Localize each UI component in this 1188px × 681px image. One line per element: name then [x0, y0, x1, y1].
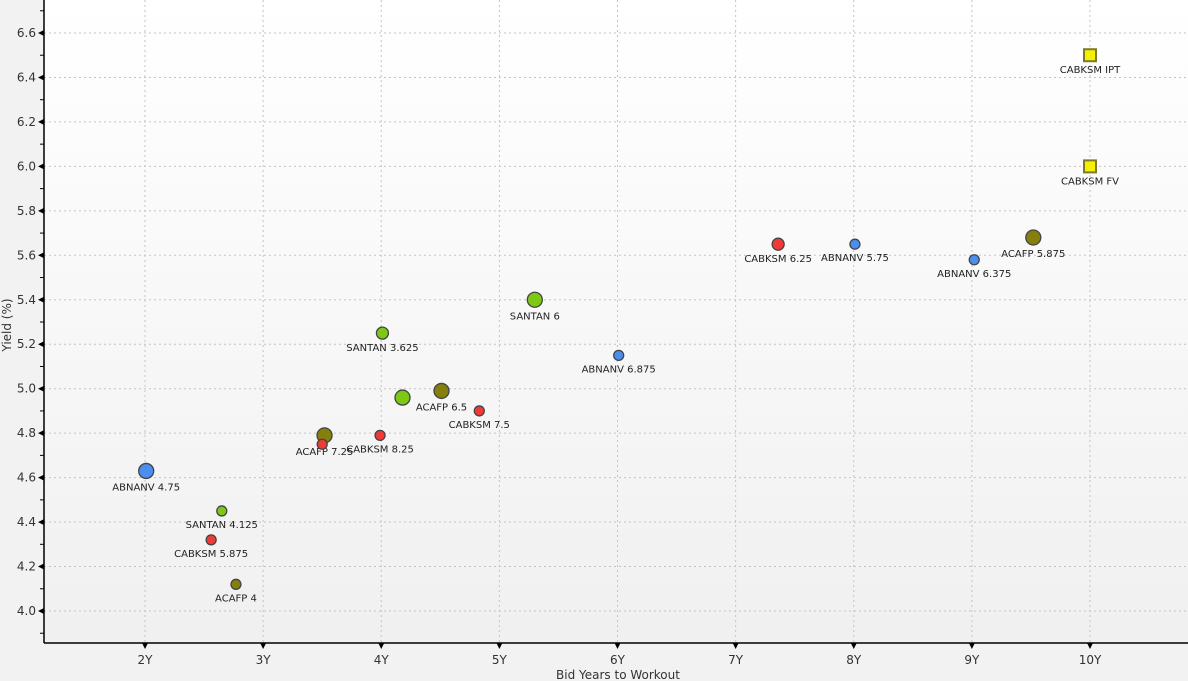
data-points: ABNANV 4.75 SANTAN 4.125 CABKSM 5.875 ACAFP…	[112, 48, 1121, 604]
x-tick-label: 10Y	[1079, 653, 1102, 667]
y-tick-marker	[38, 563, 44, 570]
y-tick-label: 5.2	[17, 337, 36, 351]
y-tick-marker	[38, 608, 44, 614]
data-point-label: CABKSM IPT	[1060, 65, 1121, 76]
x-tick-label: 4Y	[374, 653, 390, 667]
x-tick-marker	[614, 643, 621, 649]
x-tick-marker	[260, 643, 267, 649]
data-point-label: CABKSM FV	[1061, 176, 1119, 187]
data-point-label: CABKSM 6.25	[744, 254, 812, 265]
data-point	[613, 349, 625, 361]
x-tick-label: 6Y	[610, 653, 626, 667]
grid-lines	[44, 0, 1188, 643]
data-point	[316, 438, 328, 450]
y-tick-marker	[38, 118, 44, 125]
x-tick-marker	[850, 643, 857, 649]
data-point	[375, 326, 390, 340]
y-tick-label: 4.0	[17, 604, 36, 618]
data-point	[968, 254, 980, 266]
data-point-label: CABKSM 8.25	[346, 444, 414, 455]
data-point-square	[1083, 159, 1097, 174]
data-point	[771, 237, 785, 251]
data-point	[1025, 229, 1042, 246]
y-tick-label: 5.8	[17, 204, 36, 218]
data-point-label: ABNANV 4.75	[112, 482, 180, 493]
y-tick-marker	[38, 30, 44, 36]
data-point-label: ABNANV 6.875	[582, 364, 656, 375]
data-point	[374, 429, 386, 442]
data-point-label: SANTAN 6	[510, 311, 560, 322]
x-tick-marker	[968, 643, 975, 649]
data-point-label: ACAFP 6.5	[416, 402, 467, 413]
x-tick-label: 8Y	[846, 653, 862, 667]
data-point	[216, 505, 228, 517]
y-tick-label: 4.8	[17, 426, 36, 440]
y-tick-label: 6.6	[17, 26, 36, 40]
y-tick-marker	[38, 74, 44, 81]
x-axis-title: Bid Years to Workout	[556, 668, 680, 681]
y-tick-label: 6.2	[17, 115, 36, 129]
x-tick-marker	[1087, 643, 1093, 649]
y-tick-marker	[38, 430, 44, 437]
y-tick-label: 6.0	[17, 159, 36, 173]
y-tick-label: 5.6	[17, 248, 36, 262]
data-point-label: CABKSM 7.5	[449, 420, 510, 431]
data-point-label: ACAFP 4	[215, 593, 257, 604]
y-tick-marker	[38, 385, 44, 392]
y-tick-label: 4.6	[17, 471, 36, 485]
data-point	[394, 389, 411, 406]
data-point-label: ACAFP 7.25	[296, 447, 354, 458]
data-point	[473, 405, 485, 417]
y-tick-label: 4.2	[17, 560, 36, 574]
data-point-label: ACAFP 5.875	[1001, 249, 1065, 260]
y-tick-marker	[38, 474, 44, 481]
data-point	[849, 238, 861, 250]
axes: 4.0 4.2 4.4 4.6 4.8 5.0 5.2 5.4 5.6 5.8 6.0 6.2 6.4 6…	[17, 0, 1188, 667]
y-tick-label: 4.4	[17, 515, 36, 529]
y-axis-title: Yield (%)	[0, 298, 14, 352]
y-tick-marker	[38, 341, 44, 348]
data-point-label: CABKSM 5.875	[174, 549, 248, 560]
data-point	[205, 534, 217, 546]
data-point-label: SANTAN 3.625	[346, 343, 418, 354]
y-tick-label: 6.4	[17, 70, 36, 84]
y-tick-marker	[38, 207, 44, 214]
x-tick-label: 5Y	[492, 653, 508, 667]
x-tick-label: 2Y	[138, 653, 154, 667]
data-point-square	[1083, 48, 1097, 63]
y-tick-label: 5.4	[17, 293, 36, 307]
x-tick-marker	[142, 643, 148, 649]
x-tick-marker	[378, 643, 385, 649]
plot-area	[44, 0, 1188, 643]
x-tick-label: 7Y	[728, 653, 744, 667]
y-tick-label: 5.0	[17, 382, 36, 396]
x-tick-marker	[496, 643, 503, 649]
x-tick-label: 9Y	[964, 653, 980, 667]
data-point	[433, 382, 450, 400]
y-tick-marker	[38, 519, 44, 526]
data-point	[230, 578, 242, 590]
y-tick-marker	[38, 252, 44, 259]
x-tick-label: 3Y	[256, 653, 272, 667]
y-tick-marker	[38, 296, 44, 303]
data-point	[526, 291, 543, 308]
data-point-label: ABNANV 5.75	[821, 253, 889, 264]
data-point	[138, 462, 155, 480]
data-point-label: ABNANV 6.375	[937, 269, 1011, 280]
data-point-label: SANTAN 4.125	[186, 520, 258, 531]
x-tick-marker	[732, 643, 739, 649]
y-tick-marker	[38, 163, 44, 170]
